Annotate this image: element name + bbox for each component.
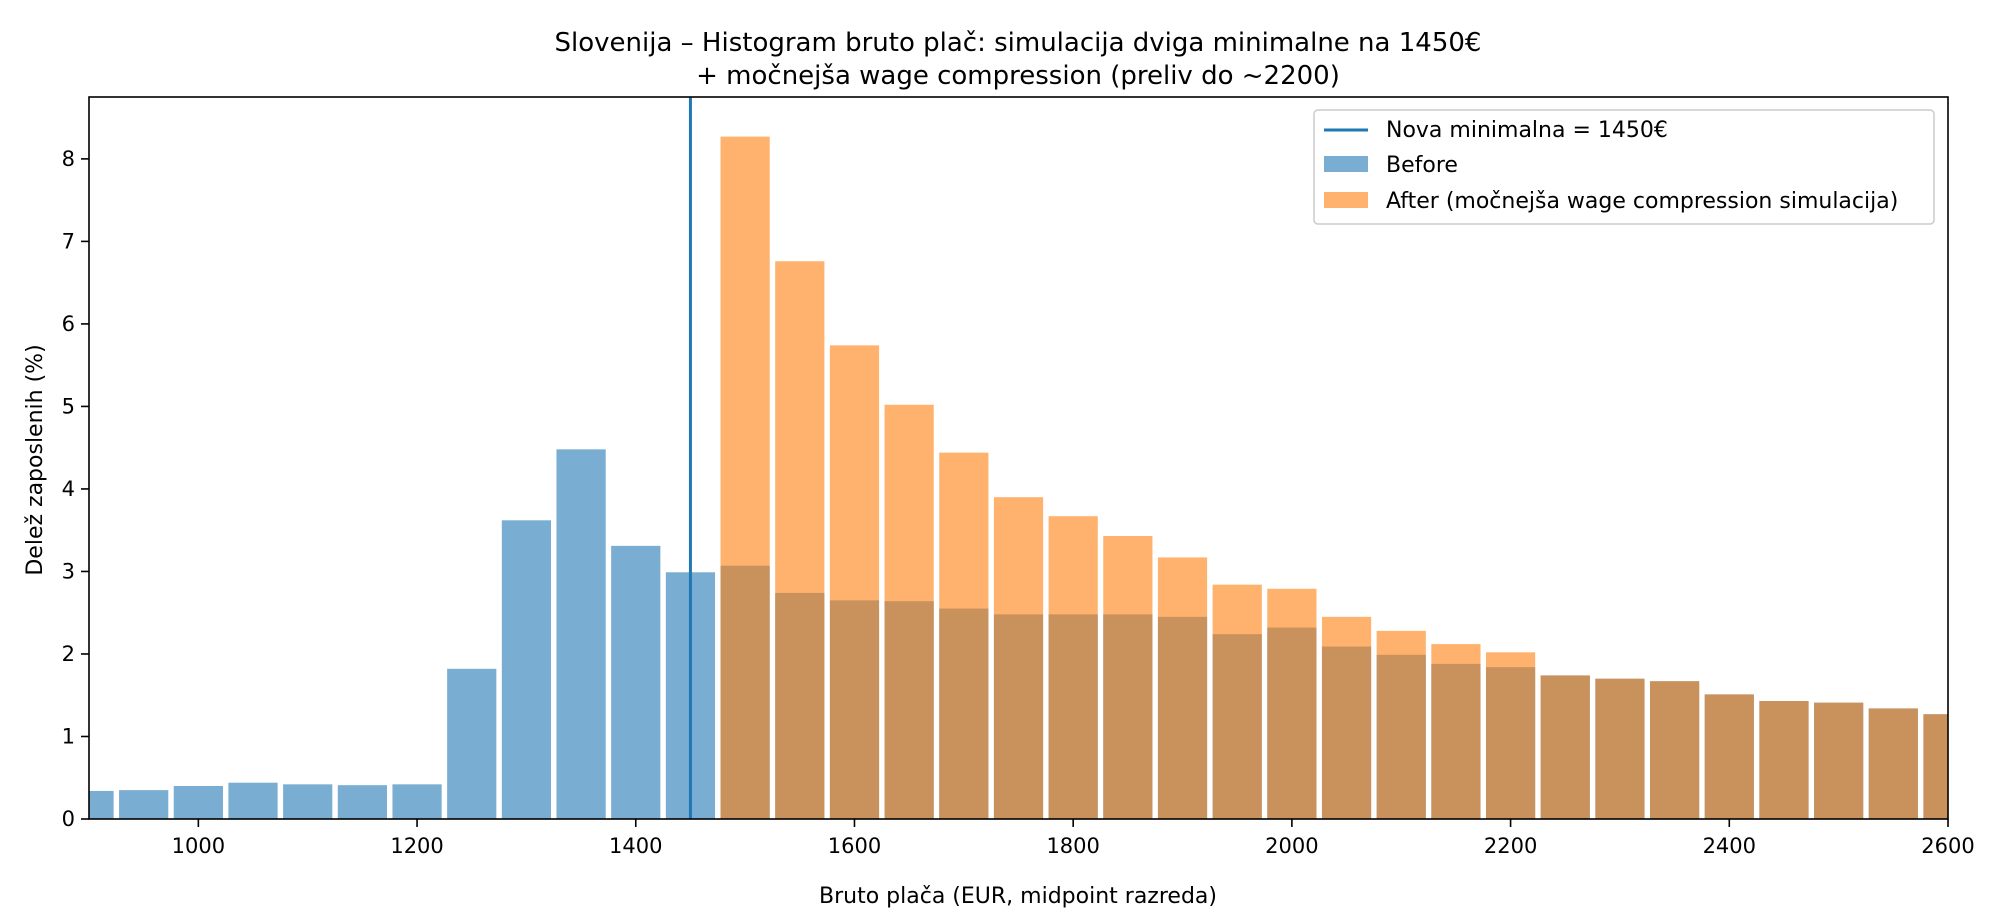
x-tick-label-2000: 2000 bbox=[1265, 834, 1318, 858]
bar-after-1700 bbox=[939, 452, 989, 819]
y-axis-ticks: 0 1 2 3 4 5 6 7 8 bbox=[62, 147, 89, 831]
bar-after-2550 bbox=[1868, 708, 1918, 819]
bar-before-1000 bbox=[173, 785, 223, 819]
chart-title-line-2: + močnejša wage compression (preliv do ~… bbox=[696, 61, 1340, 91]
bar-before-1150 bbox=[337, 785, 387, 819]
bars-group bbox=[89, 136, 1948, 819]
bar-before-1400 bbox=[611, 545, 661, 819]
bar-after-2350 bbox=[1650, 681, 1700, 819]
legend-after-swatch bbox=[1324, 192, 1368, 208]
x-tick-label-1400: 1400 bbox=[609, 834, 662, 858]
x-tick-label-1600: 1600 bbox=[828, 834, 881, 858]
bar-after-1550 bbox=[775, 261, 825, 819]
y-tick-label-4: 4 bbox=[62, 477, 75, 501]
x-axis-label: Bruto plača (EUR, midpoint razreda) bbox=[819, 884, 1217, 909]
bar-before-1050 bbox=[228, 782, 278, 819]
legend-vline-label: Nova minimalna = 1450€ bbox=[1386, 118, 1668, 143]
y-tick-label-6: 6 bbox=[62, 312, 75, 336]
bar-after-1900 bbox=[1157, 557, 1208, 819]
bar-after-1800 bbox=[1048, 516, 1098, 819]
bar-after-2500 bbox=[1814, 702, 1864, 819]
bar-before-1200 bbox=[392, 784, 442, 819]
bar-before-1100 bbox=[283, 784, 333, 819]
bar-before-1350 bbox=[556, 449, 606, 819]
legend-before-swatch bbox=[1324, 156, 1368, 172]
bar-after-2200 bbox=[1485, 652, 1536, 819]
plot-area: 1000 1200 1400 1600 1800 2000 2200 2400 2600 0 1 2 3… bbox=[62, 96, 1975, 858]
bar-before-1300 bbox=[501, 520, 552, 819]
legend-after-label: After (močnejša wage compression simulac… bbox=[1386, 189, 1898, 214]
bar-after-2600 bbox=[1923, 714, 1948, 819]
y-tick-label-5: 5 bbox=[62, 394, 75, 418]
y-tick-label-1: 1 bbox=[62, 724, 75, 748]
x-tick-label-2600: 2600 bbox=[1921, 834, 1974, 858]
plot-frame bbox=[88, 96, 1949, 820]
x-tick-label-2400: 2400 bbox=[1703, 834, 1756, 858]
bar-after-2050 bbox=[1321, 616, 1372, 819]
bar-after-2250 bbox=[1540, 675, 1590, 819]
legend-frame bbox=[1313, 109, 1935, 225]
x-tick-label-1000: 1000 bbox=[172, 834, 225, 858]
legend: Nova minimalna = 1450€ Before After (moč… bbox=[1313, 109, 1935, 225]
legend-before-label: Before bbox=[1386, 153, 1458, 178]
y-tick-label-3: 3 bbox=[62, 559, 75, 583]
y-tick-label-7: 7 bbox=[62, 229, 75, 253]
bar-before-900 bbox=[89, 790, 114, 819]
bar-after-2300 bbox=[1595, 678, 1645, 819]
y-tick-label-2: 2 bbox=[62, 642, 75, 666]
chart-title: Slovenija – Histogram bruto plač: simula… bbox=[555, 28, 1482, 91]
bar-after-1950 bbox=[1212, 584, 1262, 819]
bar-after-2000 bbox=[1267, 588, 1317, 819]
bar-after-2100 bbox=[1376, 630, 1426, 819]
bar-before-950 bbox=[119, 790, 169, 819]
bar-after-1850 bbox=[1103, 535, 1153, 819]
x-tick-label-1200: 1200 bbox=[390, 834, 443, 858]
chart-title-line-1: Slovenija – Histogram bruto plač: simula… bbox=[555, 28, 1482, 58]
bar-after-1600 bbox=[829, 345, 880, 819]
bar-after-1750 bbox=[993, 497, 1044, 819]
bar-after-1500 bbox=[720, 136, 770, 819]
x-axis-ticks: 1000 1200 1400 1600 1800 2000 2200 2400 2600 bbox=[172, 819, 1975, 858]
x-tick-label-1800: 1800 bbox=[1046, 834, 1099, 858]
y-tick-label-0: 0 bbox=[62, 807, 75, 831]
y-tick-label-8: 8 bbox=[62, 147, 75, 171]
bar-after-2400 bbox=[1704, 694, 1754, 819]
x-tick-label-2200: 2200 bbox=[1484, 834, 1537, 858]
series-after bbox=[720, 136, 1948, 819]
bar-before-1250 bbox=[447, 668, 497, 819]
bar-after-1650 bbox=[884, 404, 934, 819]
bar-after-2150 bbox=[1431, 644, 1481, 819]
y-axis-label: Delež zaposlenih (%) bbox=[23, 344, 48, 575]
bar-after-2450 bbox=[1759, 701, 1809, 819]
